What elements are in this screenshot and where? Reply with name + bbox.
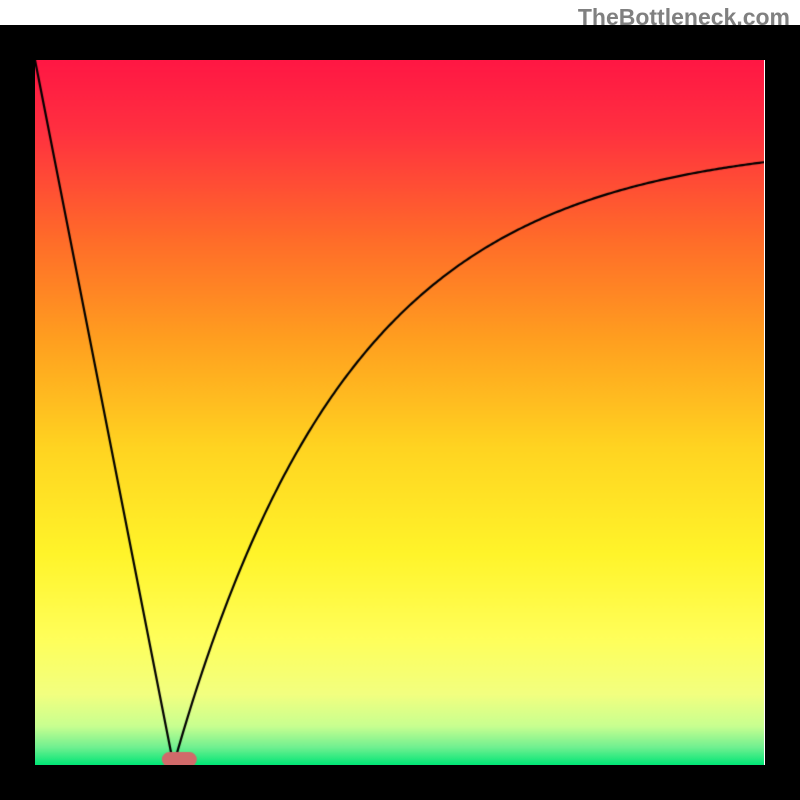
plot-canvas bbox=[35, 60, 764, 765]
watermark-text: TheBottleneck.com bbox=[578, 4, 790, 31]
plot-area bbox=[35, 60, 764, 765]
chart-container: TheBottleneck.com bbox=[0, 0, 800, 800]
